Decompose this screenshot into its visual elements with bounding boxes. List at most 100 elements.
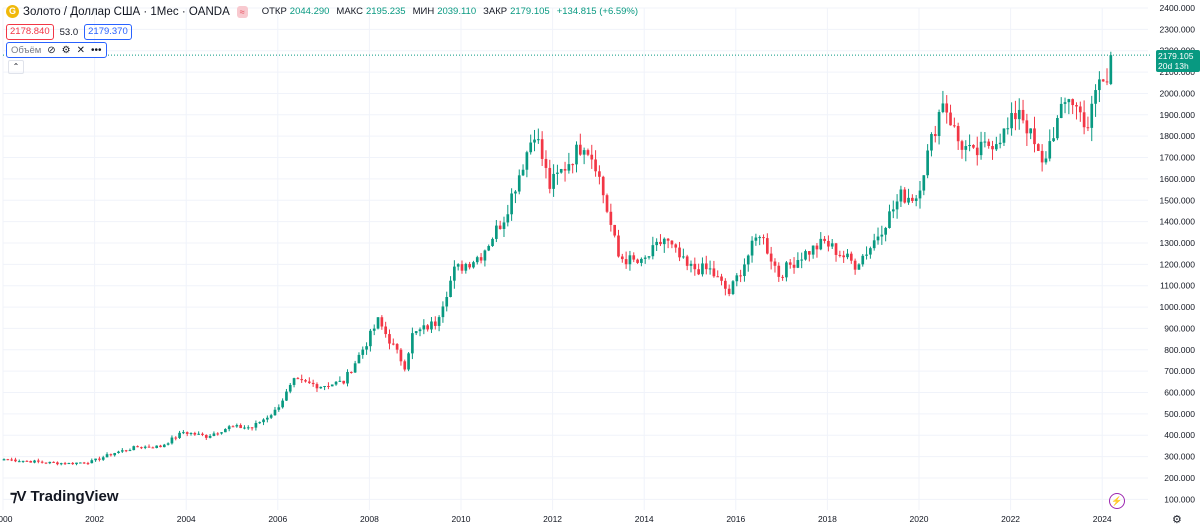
candle-body [506, 214, 510, 223]
candle-body [514, 191, 517, 194]
y-tick-label: 2000.000 [1160, 88, 1196, 98]
candle-body [708, 268, 712, 270]
y-tick-label: 200.000 [1164, 473, 1195, 483]
candle-body [846, 253, 849, 258]
candle-body [48, 461, 52, 464]
candle-body [1025, 120, 1029, 134]
candle-body [968, 145, 971, 147]
y-tick-label: 1200.000 [1160, 259, 1196, 269]
candle-body [922, 175, 926, 191]
candle-body [17, 461, 21, 463]
candle-body [208, 435, 212, 438]
candle-body [105, 454, 109, 458]
candle-body [697, 269, 700, 275]
candle-body [903, 189, 907, 203]
candle-body [617, 235, 620, 257]
symbol-title[interactable]: Золото / Доллар США · 1Мес · OANDA [23, 5, 230, 18]
candle-body [380, 317, 384, 327]
candle-body [895, 201, 899, 210]
candle-body [972, 145, 975, 148]
collapse-legend-button[interactable]: ⌃ [8, 60, 24, 74]
candle-body [159, 445, 162, 448]
candle-body [983, 141, 987, 143]
candle-body [827, 240, 830, 247]
candle-body [453, 266, 456, 281]
candle-body [842, 255, 846, 258]
symbol-legend[interactable]: G Золото / Доллар США · 1Мес · OANDA ≈ О… [6, 5, 642, 18]
candle-body [735, 275, 739, 282]
candle-body [204, 434, 208, 438]
candle-body [880, 234, 884, 237]
sell-button[interactable]: 2178.840 [6, 24, 54, 40]
candle-body [296, 378, 300, 380]
tradingview-mark-icon: ⁊V [10, 488, 27, 505]
candle-body [334, 381, 338, 385]
candle-body [536, 139, 540, 141]
candle-body [762, 237, 765, 239]
candle-body [178, 432, 181, 438]
candle-body [82, 462, 86, 464]
candle-body [891, 209, 895, 212]
candle-body [640, 258, 643, 263]
candle-body [21, 460, 25, 462]
lightning-icon[interactable]: ⚡ [1109, 493, 1125, 509]
close-icon[interactable]: ✕ [76, 44, 86, 56]
candle-body [140, 447, 143, 449]
candle-body [323, 386, 326, 388]
candle-body [1109, 55, 1113, 84]
x-tick-label: 2012 [543, 514, 562, 524]
x-tick-label: 2006 [268, 514, 287, 524]
candle-body [426, 325, 429, 330]
candle-body [853, 260, 857, 270]
candle-body [71, 462, 75, 465]
y-tick-label: 1500.000 [1160, 195, 1196, 205]
candle-body [746, 255, 750, 265]
candle-body [1002, 128, 1006, 143]
candle-body [689, 263, 693, 266]
more-icon[interactable]: ••• [91, 44, 102, 56]
chart-settings-icon[interactable]: ⚙ [1172, 514, 1182, 526]
grid [2, 7, 1148, 510]
candle-body [319, 386, 323, 389]
candle-body [277, 407, 281, 410]
candle-body [495, 225, 498, 239]
candle-body [395, 344, 399, 350]
candle-body [6, 459, 10, 461]
buy-button[interactable]: 2179.370 [84, 24, 132, 40]
candle-body [361, 349, 365, 355]
candle-body [865, 254, 868, 256]
candle-body [609, 211, 613, 225]
y-tick-label: 1100.000 [1160, 281, 1195, 291]
candle-body [59, 463, 63, 465]
candle-body [1056, 118, 1059, 139]
candle-body [1029, 128, 1033, 134]
y-tick-label: 1400.000 [1160, 217, 1196, 227]
candle-body [113, 453, 117, 456]
settings-icon[interactable]: ⚙ [61, 44, 71, 56]
candle-body [1098, 79, 1101, 91]
close-key: ЗАКР [483, 6, 508, 17]
candle-body [372, 328, 376, 331]
candle-body [1014, 113, 1017, 120]
candle-body [1021, 109, 1025, 121]
y-tick-label: 500.000 [1164, 409, 1195, 419]
candle-body [468, 263, 471, 268]
candle-body [1010, 113, 1013, 129]
candle-body [674, 244, 678, 248]
candle-body [117, 451, 120, 454]
delay-badge[interactable]: ≈ [236, 5, 248, 18]
candle-body [918, 190, 922, 199]
candle-body [800, 259, 804, 261]
high-value: 2195.235 [365, 6, 406, 17]
x-tick-label: 2014 [635, 514, 654, 524]
low-key: МИН [412, 6, 435, 17]
eye-off-icon[interactable]: ⊘ [47, 44, 56, 56]
candle-body [2, 459, 6, 461]
volume-indicator[interactable]: Объём ⊘ ⚙ ✕ ••• [6, 42, 107, 58]
open-key: ОТКР [261, 6, 287, 17]
tradingview-logo[interactable]: ⁊V TradingView [10, 487, 119, 506]
candle-body [266, 417, 269, 420]
candle-body [544, 158, 548, 168]
